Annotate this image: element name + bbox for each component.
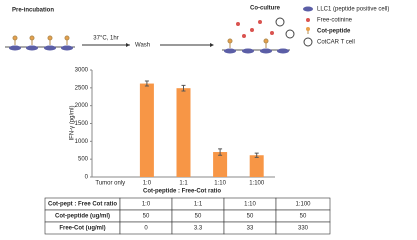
y-tick-label: 1000: [75, 139, 89, 145]
y-axis-label: IFN-γ (pg/ml): [70, 106, 76, 141]
arrowhead: [210, 43, 214, 47]
table: Cot-pept : Free Cot ratio 1:0 1:1 1:10 1:100…: [44, 197, 331, 235]
arrowhead: [126, 43, 130, 47]
error-bar: [181, 84, 186, 92]
legend: LLC1 (peptide positive cell) Free-cotini…: [303, 6, 389, 47]
step-label: 37°C, 1hr: [93, 36, 118, 42]
peptides: [227, 38, 269, 48]
table-text: 330: [298, 226, 309, 232]
y-tick-label: 2500: [75, 85, 89, 91]
free-cotinine: [236, 20, 274, 38]
x-tick-label: Tumor only: [95, 181, 125, 187]
y-tick-label: 2000: [75, 103, 89, 109]
table-text: 0: [144, 226, 148, 232]
diagram: Pre-incubation 37°C, 1hr Wash Co-culture: [5, 6, 389, 54]
bar: [249, 155, 264, 177]
bar: [176, 88, 191, 177]
step-label: Pre-incubation: [12, 8, 54, 14]
y-tick-label: 1500: [75, 121, 89, 127]
table-text: 1:100: [295, 202, 311, 208]
table-text: 50: [247, 214, 254, 220]
figure: Pre-incubation 37°C, 1hr Wash Co-culture: [5, 6, 389, 235]
legend-label: CotCAR T cell: [317, 40, 355, 46]
x-tick-label: 1:100: [249, 181, 265, 187]
error-bar: [254, 152, 259, 158]
x-tick-label: 1:0: [143, 181, 152, 187]
error-bar: [144, 80, 149, 87]
table-text: 50: [143, 214, 150, 220]
table-text: 3.3: [194, 226, 203, 232]
y-tick-label: 3000: [75, 68, 89, 74]
x-tick-label: 1:10: [214, 181, 226, 187]
table-text: 50: [195, 214, 202, 220]
table-text: 50: [300, 214, 307, 220]
table-text: Free-Cot (ug/ml): [59, 226, 105, 232]
x-tick-label: 1:1: [179, 181, 188, 187]
y-tick-label: 500: [78, 157, 89, 163]
cells: [9, 45, 73, 51]
legend-label: Free-cotinine: [317, 18, 353, 24]
x-axis-label: Cot-peptide : Free-Cot ratio: [143, 189, 221, 195]
bar: [139, 83, 154, 177]
step-label: Co-culture: [250, 6, 281, 12]
table-text: Cot-peptide (ug/ml): [55, 214, 110, 220]
step-label: Wash: [135, 43, 150, 49]
legend-label: Cot-peptide: [317, 29, 351, 35]
cells: [224, 48, 289, 54]
table-text: 1:0: [142, 202, 151, 208]
table-text: 1:10: [244, 202, 256, 208]
legend-label: LLC1 (peptide positive cell): [317, 7, 389, 13]
table-text: Cot-pept : Free Cot ratio: [48, 202, 117, 208]
bar: [213, 152, 228, 177]
error-bar: [218, 148, 223, 156]
table-text: 1:1: [194, 202, 203, 208]
table-cell: [275, 221, 331, 235]
table-text: 33: [247, 226, 254, 232]
t-cells: [275, 17, 295, 39]
peptides: [12, 35, 70, 45]
y-tick-label: 0: [85, 175, 89, 181]
